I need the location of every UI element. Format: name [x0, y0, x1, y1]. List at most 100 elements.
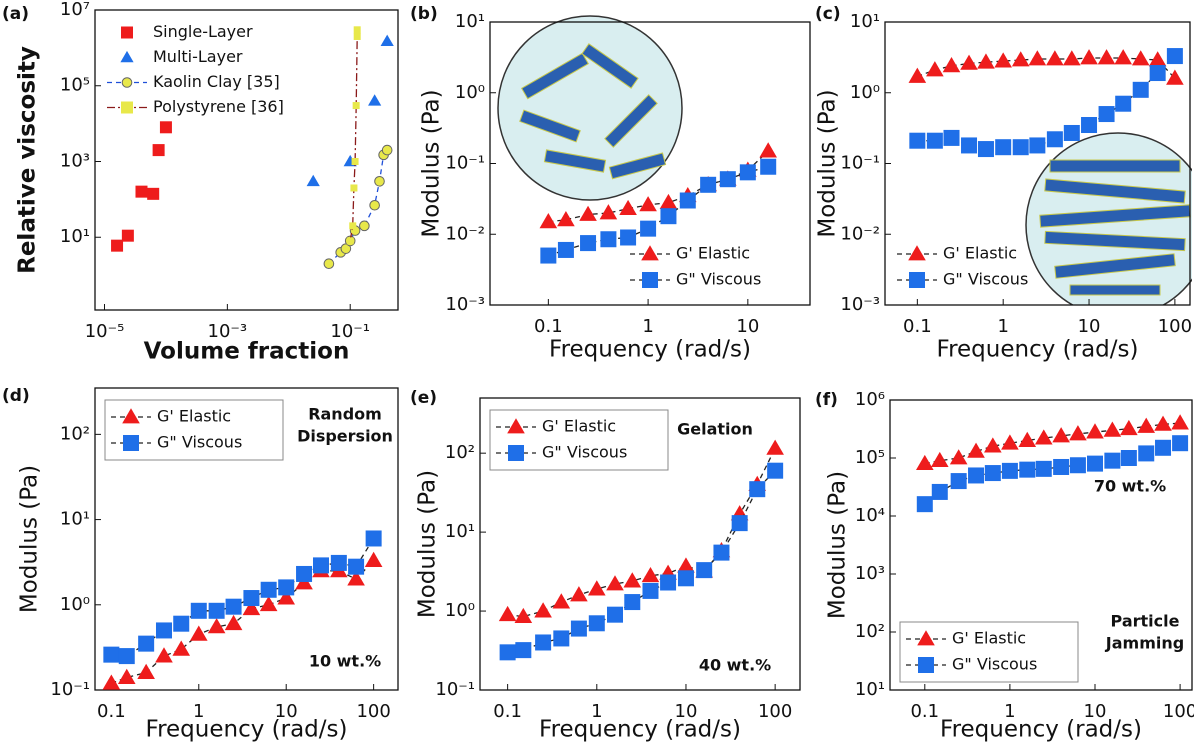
plot-frame: [479, 397, 801, 691]
y-tick-label: 10⁵: [60, 75, 90, 96]
marker: [349, 222, 357, 230]
x-axis-label: Frequency (rad/s): [937, 337, 1139, 363]
marker: [942, 57, 961, 73]
marker: [909, 132, 926, 149]
marker: [639, 196, 657, 212]
y-tick-label: 10⁵: [855, 447, 885, 468]
marker: [557, 241, 574, 258]
marker: [1114, 49, 1132, 65]
legend-marker: [918, 657, 934, 673]
marker: [351, 157, 359, 165]
legend-marker: [909, 272, 925, 288]
marker: [619, 199, 637, 216]
marker: [915, 454, 934, 471]
y-axis-label: Modulus (Pa): [415, 470, 441, 618]
marker: [296, 565, 313, 582]
x-tick-label: 0.1: [534, 316, 563, 337]
marker: [1166, 69, 1184, 85]
marker: [535, 634, 552, 651]
series-line: [507, 448, 776, 618]
marker: [312, 557, 329, 574]
marker: [1034, 429, 1053, 445]
panel: (f) Frequency (rad/s) Modulus (Pa) 0.1 1 10 10…: [815, 389, 1194, 743]
y-tick-label: 10⁻³: [840, 294, 880, 315]
marker: [679, 192, 696, 209]
marker: [1115, 95, 1132, 112]
legend-marker: [642, 272, 658, 288]
panel: (d) Frequency (rad/s) Modulus (Pa) 0.1 1 10 10…: [2, 386, 399, 743]
marker: [1011, 51, 1030, 67]
marker: [1028, 50, 1047, 66]
legend: G' Elastic G" Viscous: [489, 409, 669, 471]
panel-label: (b): [410, 4, 438, 24]
marker: [1086, 455, 1103, 472]
marker: [1081, 117, 1098, 134]
legend-marker: [508, 445, 524, 461]
marker: [984, 465, 1001, 482]
marker: [243, 590, 260, 607]
legend-label: G" Viscous: [952, 655, 1037, 674]
marker: [641, 566, 660, 583]
series-line: [349, 29, 358, 242]
x-tick-label: 10: [1084, 701, 1107, 722]
marker: [1155, 439, 1172, 456]
marker: [103, 646, 120, 663]
y-tick-label: 10³: [60, 150, 90, 171]
marker: [499, 644, 516, 661]
marker: [118, 648, 135, 665]
marker: [570, 620, 587, 637]
marker: [620, 229, 637, 246]
marker: [1053, 458, 1070, 475]
y-axis-label: Modulus (Pa): [825, 471, 851, 619]
marker: [660, 574, 677, 591]
marker: [348, 558, 365, 575]
x-tick-label: 10: [1078, 316, 1101, 337]
annotation: Gelation: [677, 420, 753, 439]
legend-label: G' Elastic: [542, 417, 616, 436]
marker: [374, 176, 385, 187]
marker: [368, 94, 382, 106]
marker: [588, 615, 605, 632]
y-tick-label: 10⁰: [445, 600, 475, 621]
marker: [961, 137, 978, 154]
panel-label: (f): [815, 390, 838, 410]
marker: [995, 139, 1012, 156]
marker: [111, 239, 124, 252]
x-tick-label: 100: [1163, 701, 1194, 722]
y-axis-label: Modulus (Pa): [815, 89, 841, 237]
marker: [380, 34, 394, 47]
y-tick-label: 10⁻¹: [840, 153, 880, 174]
marker: [677, 557, 695, 573]
x-tick-label: 100: [356, 701, 390, 722]
marker: [977, 141, 994, 158]
annotation: Random: [308, 405, 382, 424]
marker: [600, 231, 617, 248]
marker: [137, 663, 155, 680]
marker: [1172, 435, 1189, 452]
legend: Single-Layer Multi-Layer Kaolin Clay [35] P…: [107, 22, 284, 116]
marker: [739, 164, 756, 181]
marker: [579, 205, 597, 221]
x-tick-label: 1: [1004, 701, 1015, 722]
y-tick-label: 10¹: [850, 11, 880, 32]
y-tick-label: 10¹: [60, 226, 90, 247]
marker: [190, 602, 207, 619]
marker: [977, 53, 995, 69]
marker: [767, 462, 784, 479]
x-tick-label: 0.1: [903, 316, 932, 337]
y-tick-label: 10¹: [445, 521, 475, 542]
marker: [580, 235, 597, 252]
marker: [1046, 50, 1064, 66]
legend-label: G" Viscous: [676, 270, 761, 289]
marker: [1171, 414, 1189, 430]
x-tick-label: 100: [758, 701, 792, 722]
marker: [960, 54, 978, 70]
panel: (e) Frequency (rad/s) Modulus (Pa) 0.1 1 10 10…: [410, 388, 801, 743]
marker: [642, 582, 659, 599]
x-axis-label: Frequency (rad/s): [539, 717, 741, 743]
annotation: 40 wt.%: [699, 656, 771, 675]
y-tick-label: 10⁰: [455, 82, 485, 103]
marker: [994, 52, 1012, 68]
legend-marker: [908, 245, 926, 261]
x-axis-label: Frequency (rad/s): [549, 337, 751, 363]
